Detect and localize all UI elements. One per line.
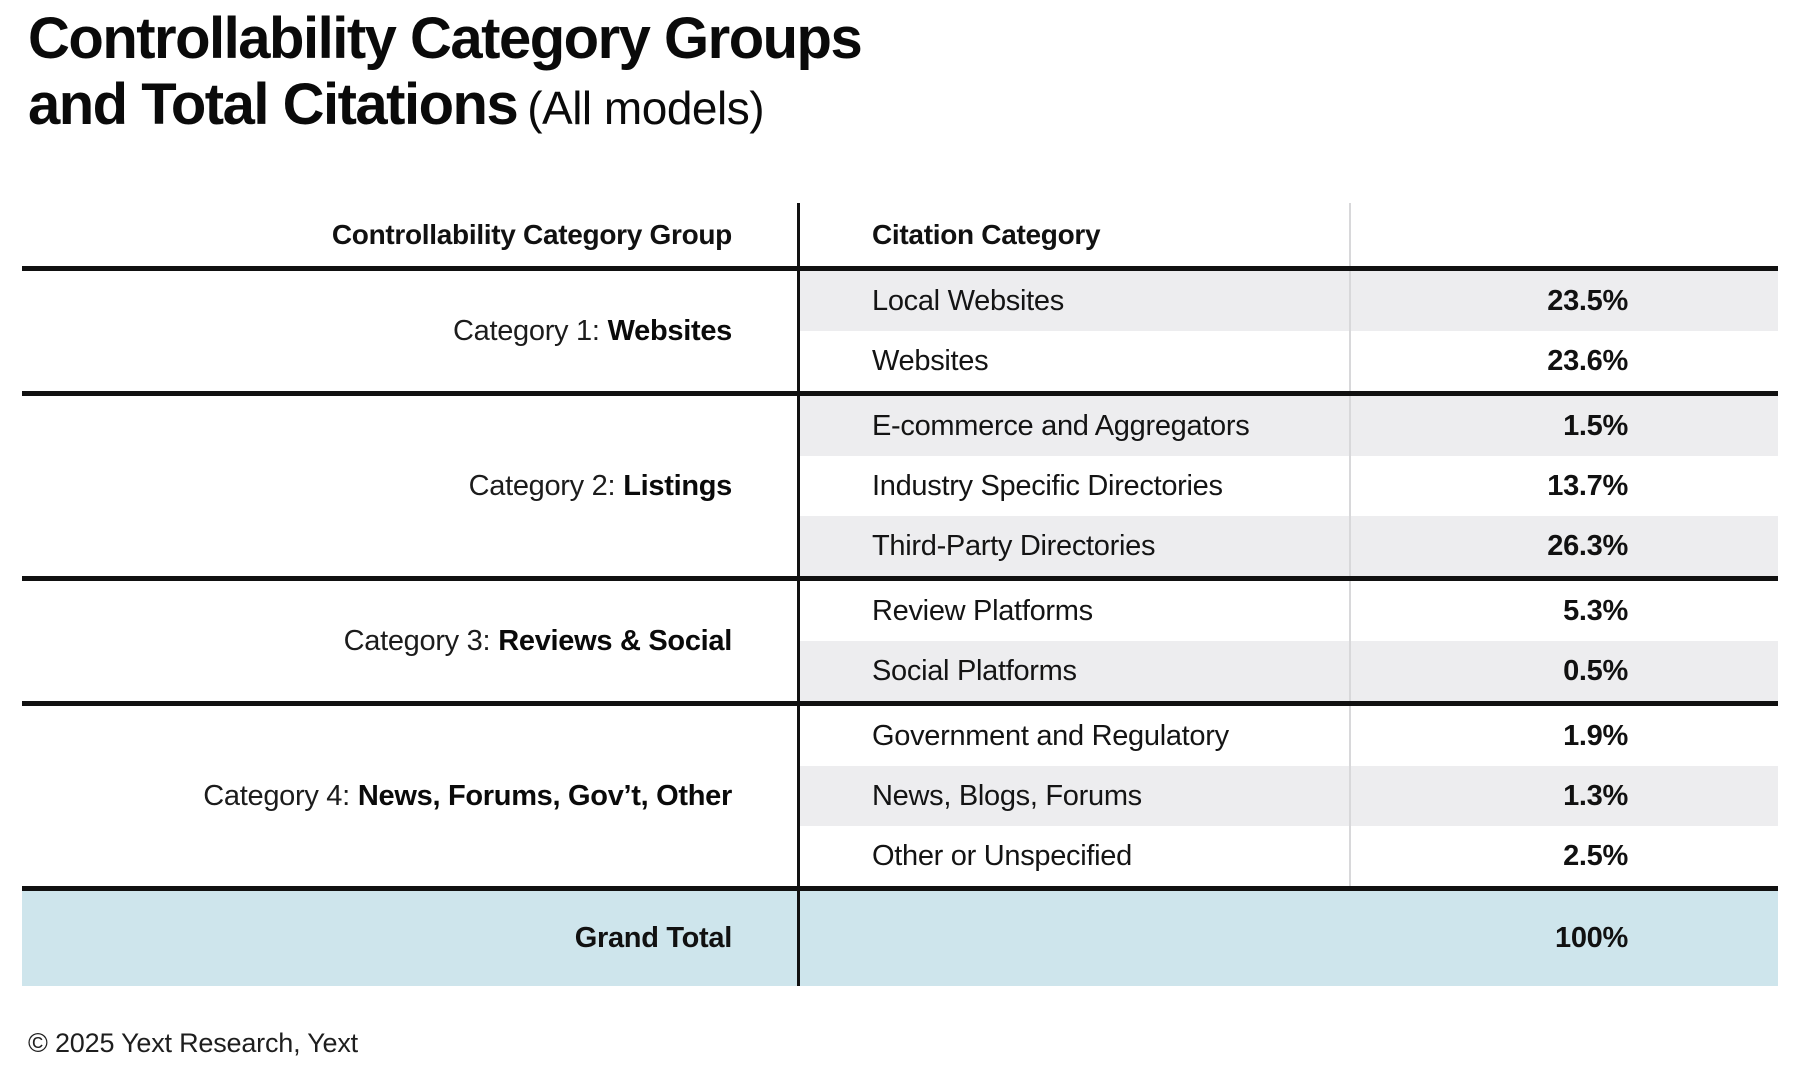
percentage-cell: 5.3% [1563, 594, 1628, 627]
table-row: Local Websites 23.5% [800, 271, 1778, 331]
percentage-cell: 23.5% [1351, 271, 1778, 331]
group-reviews-social: Category 3: Reviews & Social Review Platf… [22, 576, 1778, 701]
table-row: News, Blogs, Forums 1.3% [800, 766, 1778, 826]
group-label: Category 4: News, Forums, Gov’t, Other [22, 706, 800, 886]
group-label-name: Websites [607, 314, 733, 347]
group-label-name: Listings [623, 469, 732, 502]
group-label: Category 2: Listings [22, 396, 800, 576]
group-listings: Category 2: Listings E-commerce and Aggre… [22, 391, 1778, 576]
group-label-prefix: Category 2: [468, 469, 616, 502]
grand-total-row: Grand Total 100% [22, 886, 1778, 986]
table-row: Industry Specific Directories 13.7% [800, 456, 1778, 516]
page-title: Controllability Category Groups and Tota… [28, 6, 863, 141]
header-group-column: Controllability Category Group [22, 203, 800, 266]
group-label-prefix: Category 4: [203, 779, 350, 812]
group-websites: Category 1: Websites Local Websites 23.5%… [22, 266, 1778, 391]
table-row: Social Platforms 0.5% [800, 641, 1778, 701]
percentage-cell: 1.9% [1563, 719, 1628, 752]
citation-category-cell: Websites [800, 331, 1351, 391]
grand-total-spacer [800, 891, 1351, 986]
group-label-name: News, Forums, Gov’t, Other [357, 779, 732, 812]
citation-category-cell: E-commerce and Aggregators [800, 396, 1351, 456]
percentage-cell: 1.5% [1351, 396, 1778, 456]
percentage-cell: 23.6% [1547, 344, 1628, 377]
page-title-line2: and Total Citations (All models) [28, 72, 765, 137]
table-row: Review Platforms 5.3% [800, 581, 1778, 641]
table-row: Other or Unspecified 2.5% [800, 826, 1778, 886]
citation-category-cell: Industry Specific Directories [800, 456, 1351, 516]
percentage-cell: 1.3% [1351, 766, 1778, 826]
group-label-name: Reviews & Social [498, 624, 732, 657]
percentage-cell: 26.3% [1351, 516, 1778, 576]
grand-total-value: 100% [1555, 922, 1628, 954]
header-value-column [1351, 203, 1778, 266]
percentage-cell: 2.5% [1563, 839, 1628, 872]
header-citation-column: Citation Category [800, 203, 1351, 266]
citation-category-cell: Social Platforms [800, 641, 1351, 701]
grand-total-label: Grand Total [22, 891, 800, 986]
table-row: Websites 23.6% [800, 331, 1778, 391]
table-row: Government and Regulatory 1.9% [800, 706, 1778, 766]
group-label-prefix: Category 3: [343, 624, 491, 657]
table-row: E-commerce and Aggregators 1.5% [800, 396, 1778, 456]
citation-category-cell: Other or Unspecified [800, 826, 1351, 886]
citation-category-cell: News, Blogs, Forums [800, 766, 1351, 826]
table-row: Third-Party Directories 26.3% [800, 516, 1778, 576]
group-label: Category 1: Websites [22, 271, 800, 391]
percentage-cell: 13.7% [1547, 469, 1628, 502]
table-header-row: Controllability Category Group Citation … [22, 203, 1778, 266]
citation-category-cell: Government and Regulatory [800, 706, 1351, 766]
citation-category-cell: Local Websites [800, 271, 1351, 331]
group-label-prefix: Category 1: [452, 314, 600, 347]
citation-category-cell: Third-Party Directories [800, 516, 1351, 576]
percentage-cell: 0.5% [1351, 641, 1778, 701]
copyright-text: © 2025 Yext Research, Yext [28, 1028, 358, 1058]
page-title-line1: Controllability Category Groups [28, 6, 863, 71]
citation-category-cell: Review Platforms [800, 581, 1351, 641]
group-news-forums-gov-other: Category 4: News, Forums, Gov’t, Other Go… [22, 701, 1778, 886]
citations-table: Controllability Category Group Citation … [22, 203, 1778, 986]
group-label: Category 3: Reviews & Social [22, 581, 800, 701]
page-title-suffix: (All models) [527, 82, 765, 134]
